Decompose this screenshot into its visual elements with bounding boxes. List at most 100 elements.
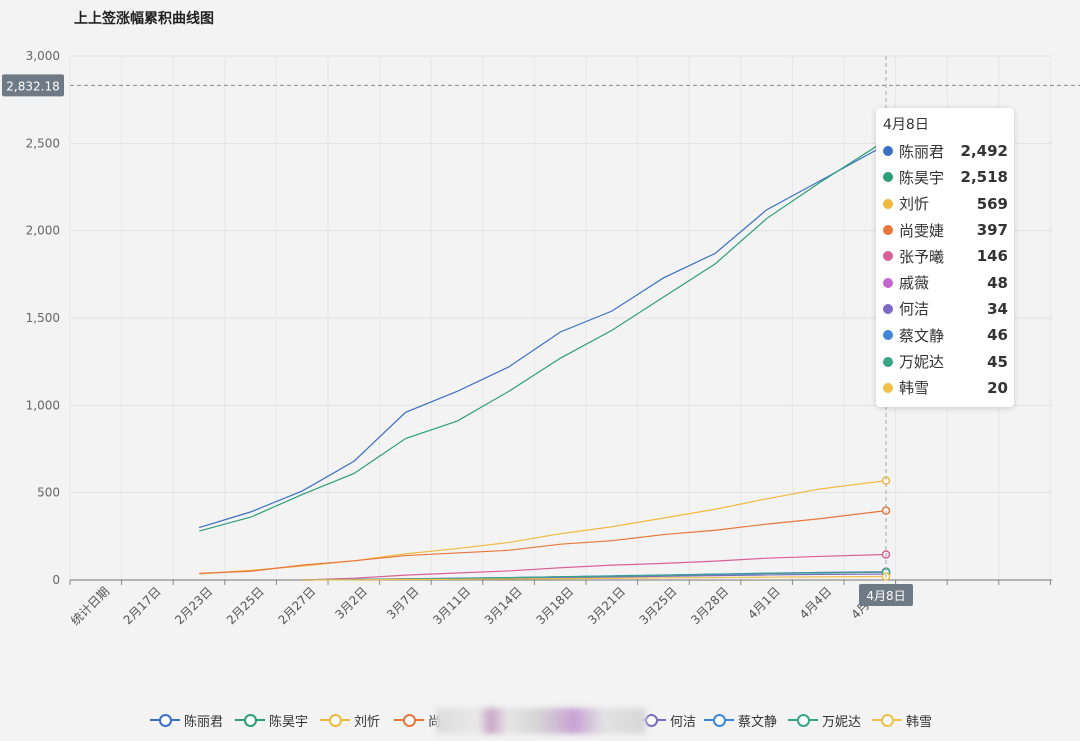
series-color-dot: [883, 303, 893, 314]
tooltip-series-value: 48: [987, 273, 1008, 292]
legend-item[interactable]: 蔡文静: [704, 708, 777, 732]
tooltip-series-name: 刘忻: [899, 195, 930, 214]
series-color-dot: [883, 198, 893, 209]
x-tick-label: 2月27日: [275, 584, 318, 627]
legend-line-circle-icon: [150, 713, 180, 727]
tooltip-series-name: 万妮达: [899, 353, 945, 372]
x-tick-label: 2月23日: [172, 584, 215, 627]
legend-blurred-region: [436, 708, 646, 734]
x-tick-label: 3月14日: [482, 584, 525, 627]
legend-item[interactable]: 刘忻: [320, 708, 380, 732]
tooltip-series-value: 397: [976, 221, 1008, 240]
series-line-尚雯婕[interactable]: [199, 510, 887, 574]
axis-pointer-x-badge: [859, 584, 913, 606]
legend-line-circle-icon: [636, 713, 666, 727]
legend-line-circle-icon: [704, 713, 734, 727]
legend-item[interactable]: 陈昊宇: [235, 708, 308, 732]
tooltip-title: 4月8日: [883, 117, 929, 133]
legend-label: 陈昊宇: [269, 714, 309, 730]
tooltip-row: 韩雪 20: [883, 375, 1008, 401]
legend-label: 万妮达: [822, 714, 862, 730]
series-line-刘忻[interactable]: [199, 480, 887, 575]
tooltip-row: 陈丽君 2,492: [883, 138, 1008, 164]
tooltip-row: 何洁 34: [883, 296, 1008, 322]
series-color-dot: [883, 356, 893, 367]
y-tick-label: 2,500: [26, 136, 60, 150]
axis-pointer-y-label: 2,832.18: [6, 79, 59, 93]
tooltip-row: 张予曦 146: [883, 243, 1008, 269]
legend-line-circle-icon: [235, 713, 265, 727]
legend-item[interactable]: 韩雪: [872, 708, 932, 732]
legend-label: 何洁: [670, 714, 697, 730]
x-tick-label: 3月11日: [430, 584, 473, 627]
series-color-dot: [883, 172, 893, 183]
legend-item[interactable]: 何洁: [636, 708, 696, 732]
tooltip-series-name: 陈丽君: [899, 142, 945, 161]
axis-pointer-y-badge: [2, 74, 64, 97]
legend-label: 刘忻: [354, 714, 381, 730]
x-tick-label: 4月1日: [745, 584, 783, 622]
tooltip: 4月8日 陈丽君 2,492 陈昊宇 2,518 刘忻 569 尚雯婕 397 张予曦 146 戚薇…: [876, 108, 1014, 407]
tooltip-row: 蔡文静 46: [883, 322, 1008, 348]
tooltip-row: 万妮达 45: [883, 348, 1008, 374]
y-tick-label: 3,000: [26, 49, 60, 63]
series-color-dot: [883, 382, 893, 393]
legend-label: 蔡文静: [738, 714, 778, 730]
legend-label: 韩雪: [906, 714, 933, 730]
tooltip-series-value: 2,518: [960, 168, 1008, 187]
tooltip-series-value: 46: [987, 326, 1008, 345]
legend-line-circle-icon: [872, 713, 902, 727]
tooltip-series-name: 戚薇: [899, 274, 930, 293]
grid-layer: [69, 55, 1052, 581]
y-tick-label: 1,000: [26, 398, 60, 412]
tooltip-series-name: 何洁: [899, 300, 930, 319]
y-tick-label: 1,500: [26, 311, 60, 325]
series-line-韩雪[interactable]: [302, 575, 887, 581]
y-tick-label: 2,000: [26, 224, 60, 238]
y-tick-label: 500: [37, 486, 60, 500]
tooltip-row: 戚薇 48: [883, 269, 1008, 295]
tooltip-rows: 陈丽君 2,492 陈昊宇 2,518 刘忻 569 尚雯婕 397 张予曦 146 戚薇 48 何洁 3…: [883, 138, 1008, 401]
series-color-dot: [883, 225, 893, 236]
tooltip-series-value: 45: [987, 352, 1008, 371]
legend-item[interactable]: 万妮达: [788, 708, 861, 732]
series-line-张予曦[interactable]: [302, 553, 887, 581]
x-tick-label: 统计日期: [68, 584, 112, 628]
tooltip-series-value: 569: [976, 194, 1008, 213]
legend-item[interactable]: 尚: [394, 708, 441, 732]
series-layer: [199, 135, 891, 581]
x-tick-label: 3月2日: [332, 584, 370, 622]
tooltip-series-name: 张予曦: [899, 247, 945, 266]
tooltip-series-value: 34: [987, 299, 1008, 318]
series-line-陈丽君[interactable]: [199, 144, 887, 529]
tooltip-series-name: 韩雪: [899, 379, 930, 398]
legend-item[interactable]: 陈丽君: [150, 708, 223, 732]
x-tick-label: 3月18日: [533, 584, 576, 627]
tooltip-series-name: 尚雯婕: [899, 221, 945, 240]
tooltip-series-value: 20: [987, 378, 1008, 397]
x-tick-label: 2月17日: [121, 584, 164, 627]
legend-line-circle-icon: [394, 713, 424, 727]
legend-line-circle-icon: [788, 713, 818, 727]
series-color-dot: [883, 251, 893, 262]
legend-line-circle-icon: [320, 713, 350, 727]
x-tick-label: 3月28日: [688, 584, 731, 627]
tooltip-series-name: 陈昊宇: [899, 168, 945, 187]
x-tick-label: 4月4日: [797, 584, 835, 622]
series-line-陈昊宇[interactable]: [199, 139, 887, 532]
chart-title: 上上签涨幅累积曲线图: [74, 11, 214, 27]
tooltip-row: 尚雯婕 397: [883, 217, 1008, 243]
axis-pointer-x-label: 4月8日: [866, 589, 905, 603]
tooltip-series-name: 蔡文静: [899, 326, 945, 345]
x-tick-label: 3月21日: [585, 584, 628, 627]
tooltip-row: 刘忻 569: [883, 191, 1008, 217]
legend: 陈丽君 陈昊宇 刘忻尚 何洁 蔡文静 万妮达 韩雪: [0, 708, 1080, 732]
x-tick-label: 3月7日: [384, 584, 422, 622]
tooltip-series-value: 2,492: [960, 142, 1008, 161]
x-tick-label: 3月25日: [637, 584, 680, 627]
legend-label: 陈丽君: [184, 714, 224, 730]
y-tick-label: 0: [52, 573, 60, 587]
tooltip-series-value: 146: [976, 247, 1008, 266]
x-tick-label: 2月25日: [224, 584, 267, 627]
